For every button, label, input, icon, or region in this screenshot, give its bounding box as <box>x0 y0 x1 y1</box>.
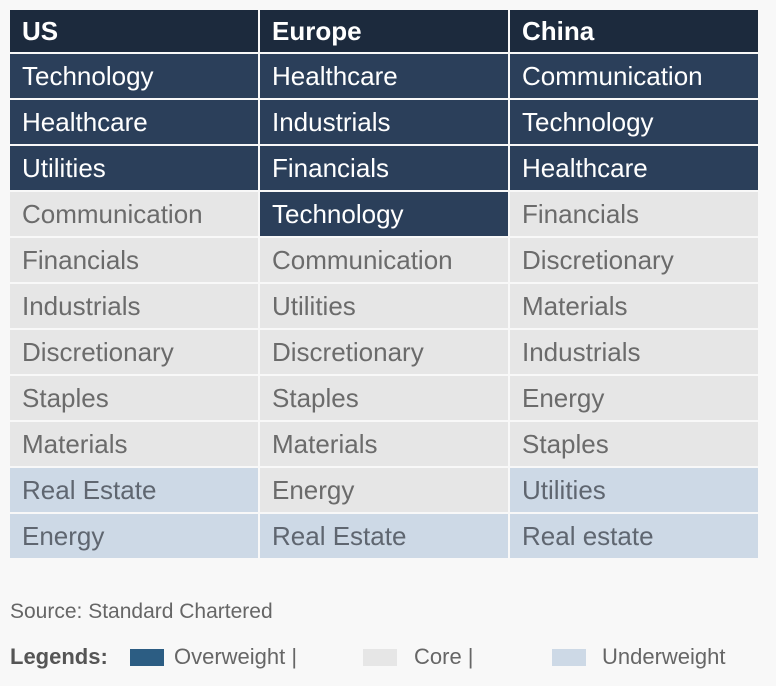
table-cell: Staples <box>10 376 258 420</box>
table-cell: Healthcare <box>260 54 508 98</box>
legend-label: Core | <box>414 644 474 669</box>
table-cell: Financials <box>260 146 508 190</box>
legend-swatch <box>363 649 397 666</box>
table-cell: Energy <box>510 376 758 420</box>
table-row: Materials Materials Staples <box>10 422 758 466</box>
header-row: US Europe China <box>10 10 758 52</box>
table-cell: Financials <box>510 192 758 236</box>
table-cell: Materials <box>260 422 508 466</box>
legend-label: Overweight | <box>174 644 298 669</box>
table-cell: Utilities <box>10 146 258 190</box>
table-row: Communication Technology Financials <box>10 192 758 236</box>
table-row: Industrials Utilities Materials <box>10 284 758 328</box>
table-cell: Communication <box>510 54 758 98</box>
table-cell: Technology <box>260 192 508 236</box>
table-cell: Energy <box>260 468 508 512</box>
table-row: Staples Staples Energy <box>10 376 758 420</box>
table-cell: Financials <box>10 238 258 282</box>
table-cell: Energy <box>10 514 258 558</box>
table-cell: Healthcare <box>510 146 758 190</box>
table-cell: Discretionary <box>510 238 758 282</box>
table-row: Financials Communication Discretionary <box>10 238 758 282</box>
column-header: US <box>10 10 258 52</box>
table-row: Energy Real Estate Real estate <box>10 514 758 558</box>
legend: Legends: Overweight | Core | Underweight <box>10 644 770 670</box>
table-cell: Staples <box>510 422 758 466</box>
legend-label: Underweight <box>602 644 726 669</box>
table-cell: Materials <box>10 422 258 466</box>
table-row: Discretionary Discretionary Industrials <box>10 330 758 374</box>
table-cell: Materials <box>510 284 758 328</box>
table-cell: Technology <box>510 100 758 144</box>
table-row: Real Estate Energy Utilities <box>10 468 758 512</box>
table-row: Utilities Financials Healthcare <box>10 146 758 190</box>
table-cell: Industrials <box>260 100 508 144</box>
table-cell: Utilities <box>510 468 758 512</box>
table-cell: Discretionary <box>260 330 508 374</box>
table-cell: Industrials <box>10 284 258 328</box>
legend-title: Legends: <box>10 644 108 669</box>
table-cell: Healthcare <box>10 100 258 144</box>
source-note: Source: Standard Chartered <box>10 600 273 623</box>
table-cell: Communication <box>10 192 258 236</box>
column-header: Europe <box>260 10 508 52</box>
sector-table: US Europe China Technology Healthcare Communi… <box>8 8 760 560</box>
legend-swatch <box>552 649 586 666</box>
table-cell: Real Estate <box>10 468 258 512</box>
table-cell: Real estate <box>510 514 758 558</box>
table-cell: Communication <box>260 238 508 282</box>
table-cell: Technology <box>10 54 258 98</box>
column-header: China <box>510 10 758 52</box>
table-cell: Staples <box>260 376 508 420</box>
table-row: Healthcare Industrials Technology <box>10 100 758 144</box>
table-row: Technology Healthcare Communication <box>10 54 758 98</box>
table-cell: Discretionary <box>10 330 258 374</box>
table-cell: Industrials <box>510 330 758 374</box>
table-cell: Real Estate <box>260 514 508 558</box>
table-cell: Utilities <box>260 284 508 328</box>
legend-swatch <box>130 649 164 666</box>
